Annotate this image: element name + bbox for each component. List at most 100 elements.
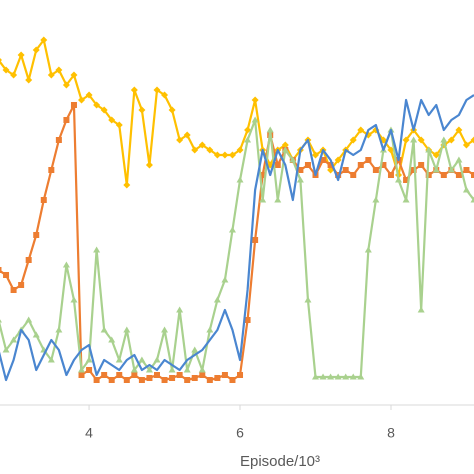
marker (365, 157, 372, 163)
series-line (0, 118, 474, 379)
marker (342, 373, 350, 380)
marker (403, 177, 410, 183)
marker (206, 377, 213, 383)
marker (161, 377, 168, 383)
marker (236, 176, 244, 183)
marker (116, 372, 123, 378)
marker (244, 136, 252, 143)
marker (123, 181, 131, 189)
marker (221, 276, 229, 283)
marker (184, 377, 191, 383)
marker (78, 372, 85, 378)
marker (70, 102, 77, 108)
marker (32, 331, 40, 338)
marker (357, 126, 365, 134)
marker (70, 296, 78, 303)
marker (244, 126, 252, 134)
x-axis-label: Episode/10³ (240, 453, 320, 470)
marker (213, 296, 221, 303)
marker (281, 141, 289, 149)
marker (191, 375, 198, 381)
marker (228, 151, 236, 159)
marker (108, 377, 115, 383)
marker (455, 126, 463, 134)
marker (25, 257, 32, 263)
marker (161, 91, 169, 99)
marker (161, 326, 169, 333)
marker (432, 166, 440, 173)
marker (198, 141, 206, 149)
marker (55, 137, 62, 143)
marker (402, 136, 410, 144)
marker (62, 261, 70, 268)
marker (349, 136, 357, 144)
marker (320, 157, 327, 163)
marker (145, 366, 153, 373)
marker (440, 172, 447, 178)
marker (252, 237, 259, 243)
marker (138, 356, 146, 363)
marker (311, 373, 319, 380)
marker (93, 246, 101, 253)
marker (2, 346, 10, 353)
marker (213, 151, 221, 159)
marker (47, 71, 55, 79)
marker (55, 326, 63, 333)
marker (63, 117, 70, 123)
marker (131, 372, 138, 378)
marker (168, 366, 176, 373)
marker (10, 336, 18, 343)
marker (364, 246, 372, 253)
series-line (0, 103, 474, 382)
marker (0, 267, 2, 273)
marker (425, 146, 433, 153)
marker (176, 372, 183, 378)
marker (410, 167, 417, 173)
marker (93, 101, 101, 109)
marker (62, 81, 70, 89)
marker (130, 366, 138, 373)
marker (123, 326, 131, 333)
marker (342, 167, 349, 173)
marker (10, 287, 17, 293)
marker (153, 356, 161, 363)
marker (380, 162, 387, 168)
marker (40, 36, 48, 44)
marker (70, 71, 78, 79)
marker (100, 326, 108, 333)
marker (244, 317, 251, 323)
marker (145, 161, 153, 169)
marker (3, 272, 10, 278)
marker (25, 76, 33, 84)
marker (93, 377, 100, 383)
marker (228, 226, 236, 233)
marker (115, 356, 123, 363)
marker (447, 166, 455, 173)
marker (108, 336, 116, 343)
marker (357, 373, 365, 380)
marker (138, 106, 146, 114)
marker (78, 366, 86, 373)
marker (123, 377, 130, 383)
marker (221, 151, 229, 159)
marker (462, 186, 470, 193)
marker (100, 106, 108, 114)
marker (191, 346, 199, 353)
marker (183, 366, 191, 373)
series-line (0, 38, 474, 187)
marker (206, 326, 214, 333)
marker (85, 356, 93, 363)
marker (402, 196, 410, 203)
marker (311, 151, 319, 159)
marker (115, 121, 123, 129)
marker (266, 126, 274, 133)
marker (183, 131, 191, 139)
x-tick-label: 8 (387, 425, 395, 441)
marker (169, 375, 176, 381)
marker (138, 377, 145, 383)
marker (289, 156, 297, 163)
marker (176, 306, 184, 313)
marker (372, 167, 379, 173)
